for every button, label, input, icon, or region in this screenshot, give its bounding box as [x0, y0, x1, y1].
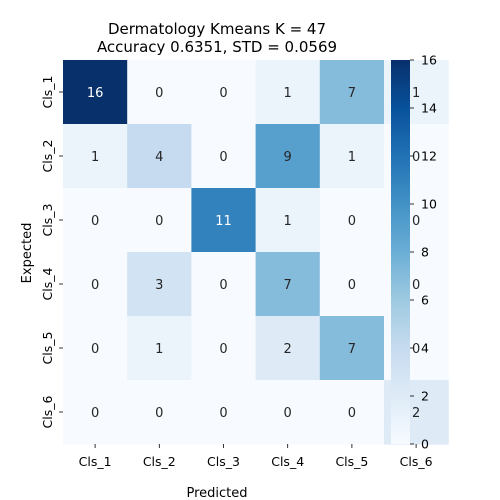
- heatmap-cell-values: 16 0 0 1 7 11 4 0 9 1 00 0 11 1 0 00 3 0 7 0 00 1 0 2 7 00 0 0 0 0 2: [87, 86, 420, 421]
- cell-value-label: 1: [412, 86, 420, 101]
- heatmap-cell: [319, 124, 385, 189]
- chart-title-line2: Accuracy 0.6351, STD = 0.0569: [97, 38, 337, 56]
- x-tick-label: Cls_5: [335, 454, 368, 469]
- cell-value-label: 0: [412, 342, 420, 357]
- heatmap-cell: [63, 380, 128, 445]
- x-axis-ticks: Cls_1 Cls_2 Cls_3 Cls_4 Cls_5 Cls_6: [79, 444, 433, 469]
- cell-value-label: 0: [91, 342, 99, 357]
- x-tick-label: Cls_1: [79, 454, 112, 469]
- cell-value-label: 0: [155, 406, 163, 421]
- heatmap-cell: [319, 380, 385, 445]
- y-axis-label: Expected: [20, 223, 35, 284]
- heatmap-cell: [255, 124, 321, 189]
- x-tick-label: Cls_2: [143, 454, 176, 469]
- heatmap-cell: [191, 380, 257, 445]
- colorbar-tick-label: 2: [421, 389, 429, 404]
- y-tick-label: Cls_1: [40, 76, 55, 109]
- y-tick-label: Cls_5: [40, 332, 55, 365]
- cell-value-label: 0: [348, 406, 356, 421]
- x-axis-label: Predicted: [186, 486, 247, 500]
- heatmap-cell: [63, 188, 128, 253]
- x-tick-label: Cls_3: [207, 454, 240, 469]
- colorbar-tick-label: 14: [421, 101, 437, 116]
- cell-value-label: 0: [91, 214, 99, 229]
- heatmap-cell: [319, 252, 385, 317]
- heatmap-cell: [127, 252, 192, 317]
- heatmap-cells: [63, 60, 449, 445]
- cell-value-label: 1: [284, 86, 292, 101]
- heatmap-cell: [319, 60, 385, 125]
- heatmap-cell: [127, 380, 192, 445]
- heatmap-cell: [191, 316, 257, 381]
- heatmap-cell: [63, 124, 128, 189]
- heatmap-cell: [191, 252, 257, 317]
- colorbar-tick-label: 10: [421, 197, 437, 212]
- heatmap-cell: [127, 188, 192, 253]
- cell-value-label: 1: [91, 150, 99, 165]
- heatmap-cell: [191, 124, 257, 189]
- cell-value-label: 2: [412, 406, 420, 421]
- colorbar: [391, 60, 410, 444]
- heatmap-cell: [255, 380, 321, 445]
- cell-value-label: 7: [348, 342, 356, 357]
- heatmap-cell: [255, 60, 321, 125]
- heatmap-cell: [63, 316, 128, 381]
- cell-value-label: 0: [91, 278, 99, 293]
- cell-value-label: 0: [155, 214, 163, 229]
- heatmap-cell: [63, 252, 128, 317]
- heatmap-cell: [191, 188, 257, 253]
- heatmap-cell: [255, 252, 321, 317]
- colorbar-tick-label: 4: [421, 341, 429, 356]
- y-tick-label: Cls_2: [40, 140, 55, 173]
- y-tick-label: Cls_4: [40, 267, 55, 300]
- cell-value-label: 0: [219, 406, 227, 421]
- cell-value-label: 3: [155, 278, 163, 293]
- cell-value-label: 0: [412, 214, 420, 229]
- heatmap-cell: [127, 124, 192, 189]
- cell-value-label: 4: [155, 150, 163, 165]
- cell-value-label: 9: [284, 150, 292, 165]
- cell-value-label: 16: [87, 86, 104, 101]
- cell-value-label: 7: [284, 278, 292, 293]
- cell-value-label: 0: [219, 278, 227, 293]
- cell-value-label: 0: [219, 342, 227, 357]
- cell-value-label: 0: [348, 214, 356, 229]
- cell-value-label: 7: [348, 86, 356, 101]
- y-axis-ticks: Cls_1 Cls_2 Cls_3 Cls_4 Cls_5 Cls_6: [40, 76, 63, 428]
- colorbar-tick-label: 0: [421, 437, 429, 452]
- x-tick-label: Cls_4: [271, 454, 304, 469]
- heatmap-cell: [127, 60, 192, 125]
- cell-value-label: 1: [155, 342, 163, 357]
- heatmap-cell: [319, 316, 385, 381]
- cell-value-label: 2: [284, 342, 292, 357]
- cell-value-label: 0: [219, 150, 227, 165]
- heatmap-cell: [127, 316, 192, 381]
- cell-value-label: 0: [91, 406, 99, 421]
- cell-value-label: 0: [348, 278, 356, 293]
- cell-value-label: 1: [284, 214, 292, 229]
- y-tick-label: Cls_6: [40, 395, 55, 428]
- heatmap-cell: [255, 316, 321, 381]
- heatmap-cell: [191, 60, 257, 125]
- colorbar-tick-label: 8: [421, 245, 429, 260]
- y-tick-label: Cls_3: [40, 204, 55, 237]
- cell-value-label: 0: [412, 150, 420, 165]
- x-tick-label: Cls_6: [400, 454, 433, 469]
- heatmap-cell: [63, 60, 128, 125]
- colorbar-tick-label: 16: [421, 53, 437, 68]
- heatmap-cell: [319, 188, 385, 253]
- colorbar-tick-label: 12: [421, 149, 437, 164]
- cell-value-label: 11: [215, 214, 232, 229]
- colorbar-tick-label: 6: [421, 293, 429, 308]
- heatmap-cell: [255, 188, 321, 253]
- cell-value-label: 0: [412, 278, 420, 293]
- cell-value-label: 0: [155, 86, 163, 101]
- cell-value-label: 0: [284, 406, 292, 421]
- cell-value-label: 0: [219, 86, 227, 101]
- chart-title-line1: Dermatology Kmeans K = 47: [108, 20, 326, 38]
- cell-value-label: 1: [348, 150, 356, 165]
